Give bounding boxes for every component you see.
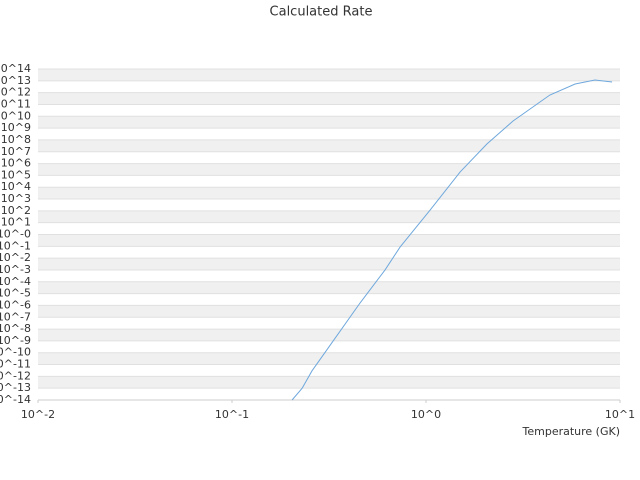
grid-band xyxy=(38,234,620,247)
grid-band xyxy=(38,329,620,341)
y-tick-label: 10^-1 xyxy=(0,239,31,252)
grid-band xyxy=(38,187,620,200)
y-tick-label: 10^3 xyxy=(1,192,31,205)
y-tick-label: 10^-7 xyxy=(0,310,31,323)
y-tick-label: 10^-13 xyxy=(0,381,31,394)
grid-band xyxy=(38,116,620,129)
grid-band xyxy=(38,281,620,294)
y-tick-label: 10^-6 xyxy=(0,298,31,311)
x-axis-label: Temperature (GK) xyxy=(522,425,621,438)
y-tick-label: 10^-3 xyxy=(0,263,31,276)
grid-band xyxy=(38,258,620,270)
y-tick-label: 10^2 xyxy=(1,204,31,217)
grid-band xyxy=(38,139,620,152)
grid-band xyxy=(38,210,620,223)
y-tick-label: 10^4 xyxy=(1,180,31,193)
chart-title: Calculated Rate xyxy=(270,5,373,20)
y-tick-label: 10^10 xyxy=(0,109,31,122)
y-tick-label: 10^-14 xyxy=(0,393,31,406)
x-tick-label: 10^-2 xyxy=(21,408,55,421)
x-tick-label: 10^-1 xyxy=(215,408,249,421)
x-tick-label: 10^0 xyxy=(411,408,441,421)
y-tick-label: 10^6 xyxy=(1,157,31,170)
y-tick-label: 10^-10 xyxy=(0,346,31,359)
y-tick-label: 10^-4 xyxy=(0,275,31,288)
y-tick-label: 10^-8 xyxy=(0,322,31,335)
data-line xyxy=(291,79,613,401)
x-tick-label: 10^1 xyxy=(605,408,635,421)
grid-band xyxy=(38,305,620,318)
y-tick-label: 10^7 xyxy=(1,145,31,158)
grid-band xyxy=(38,69,620,81)
y-tick-label: 10^-0 xyxy=(0,228,31,241)
y-tick-label: 10^-11 xyxy=(0,358,31,371)
grid-band xyxy=(38,352,620,365)
y-tick-label: 10^-9 xyxy=(0,334,31,347)
grid-band xyxy=(38,163,620,176)
grid-band xyxy=(38,376,620,389)
y-tick-label: 10^-2 xyxy=(0,251,31,264)
y-tick-label: 10^13 xyxy=(0,74,31,87)
y-tick-label: 10^8 xyxy=(1,133,31,146)
y-tick-label: 10^5 xyxy=(1,168,31,181)
y-tick-label: 10^11 xyxy=(0,97,31,110)
y-tick-label: 10^1 xyxy=(1,216,31,229)
grid-band xyxy=(38,92,620,105)
y-tick-label: 10^14 xyxy=(0,62,31,75)
y-tick-label: 10^12 xyxy=(0,86,31,99)
y-tick-label: 10^-12 xyxy=(0,369,31,382)
y-tick-label: 10^-5 xyxy=(0,287,31,300)
y-tick-label: 10^9 xyxy=(1,121,31,134)
